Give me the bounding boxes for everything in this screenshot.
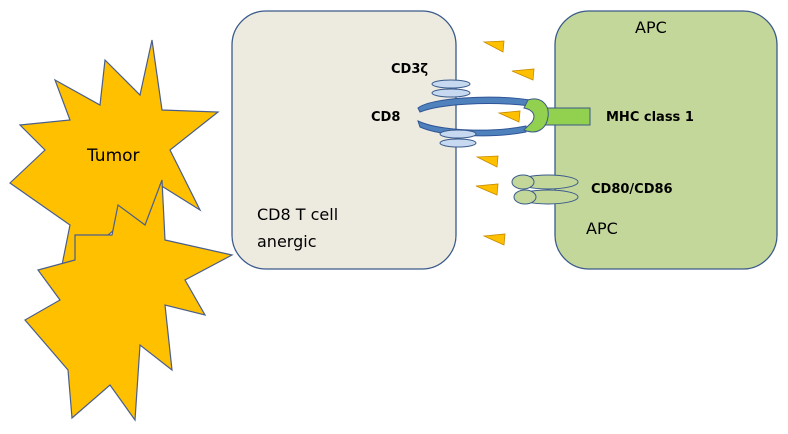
t-cell-state-label: anergic xyxy=(257,232,317,251)
cd8-label: CD8 xyxy=(371,110,401,125)
apc-bottom-label: APC xyxy=(586,219,618,238)
tumor-label: Tumor xyxy=(87,146,140,166)
tumor-burst-lower xyxy=(24,179,234,422)
cd3-zeta-lower xyxy=(431,88,471,98)
cd3-lower-2 xyxy=(439,138,477,148)
cd86-upper-cap xyxy=(511,174,535,190)
cytokine-6 xyxy=(482,233,506,246)
cd86-lower-cap xyxy=(513,189,537,205)
apc-body xyxy=(554,10,778,270)
t-cell-body xyxy=(231,10,457,270)
cytokine-4 xyxy=(475,155,499,168)
cytokine-5 xyxy=(475,183,499,196)
cd3-zeta-upper xyxy=(431,79,471,89)
apc-top-label: APC xyxy=(635,18,667,37)
cd3z-label: CD3ζ xyxy=(391,62,429,77)
cd80-cd86-label: CD80/CD86 xyxy=(591,182,673,197)
cytokine-wedges xyxy=(475,40,535,246)
t-cell-label: CD8 T cell xyxy=(257,205,339,224)
cytokine-1 xyxy=(482,40,505,53)
mhc-head xyxy=(523,98,549,133)
cd3-lower-1 xyxy=(439,129,477,139)
cytokine-2 xyxy=(511,68,535,81)
cytokine-3 xyxy=(497,110,521,123)
mhc-label: MHC class 1 xyxy=(606,110,694,125)
